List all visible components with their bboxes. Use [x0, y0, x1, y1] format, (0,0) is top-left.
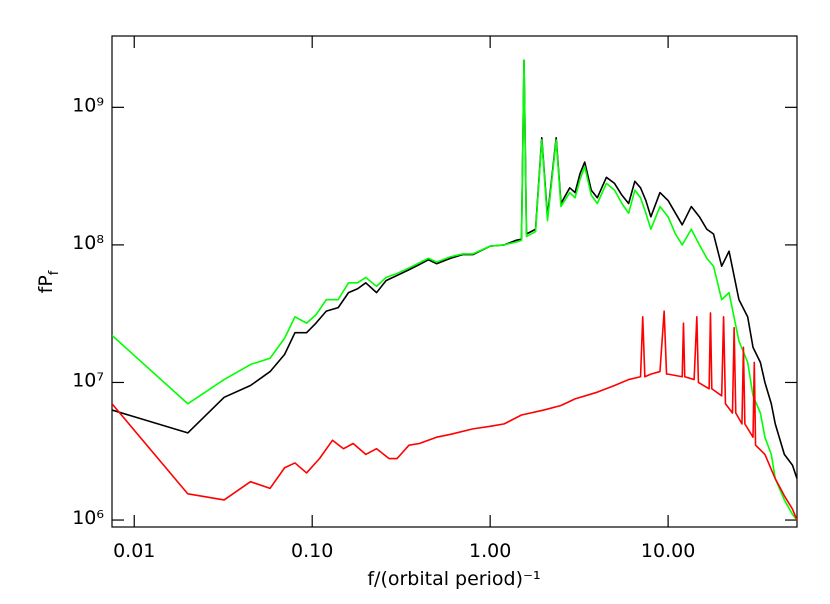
y-tick-label: 10⁷ [72, 369, 104, 391]
series-line [112, 59, 797, 521]
x-tick-label: 10.00 [641, 540, 695, 562]
x-tick-label: 0.01 [113, 540, 155, 562]
x-tick-label: 0.10 [291, 540, 333, 562]
y-label: fP [35, 275, 57, 293]
y-label-sub: f [47, 270, 62, 275]
y-tick-label: 10⁶ [72, 507, 104, 529]
series-line [112, 59, 797, 479]
y-tick-label: 10⁹ [72, 94, 104, 116]
x-tick-label: 1.00 [469, 540, 511, 562]
x-axis-title: f/(orbital period)⁻¹ [367, 568, 540, 590]
y-axis-title-main: fPf [35, 270, 62, 293]
series-line [112, 310, 797, 521]
y-tick-label: 10⁸ [72, 232, 104, 254]
plot-frame [111, 35, 798, 528]
y-axis-title: fPf [35, 270, 62, 293]
